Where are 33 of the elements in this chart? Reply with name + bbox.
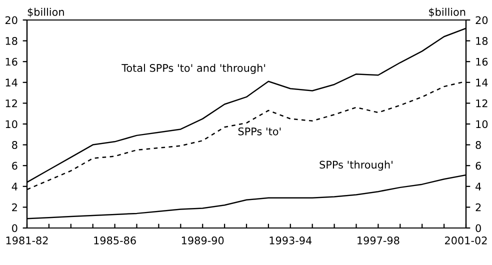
series-label: SPPs 'through' [320, 160, 392, 171]
y2-tick-label: 8 [476, 141, 481, 149]
y2-tick-label: 2 [476, 203, 481, 212]
y2-axis-title: $billion [429, 8, 466, 18]
y-tick-label: 14 [6, 78, 18, 86]
y2-tick-label: 6 [476, 162, 481, 170]
y2-tick-label: 10 [476, 120, 488, 128]
x-tick-label: 1985-86 [94, 236, 136, 244]
y-tick-label: 4 [12, 182, 18, 190]
y2-tick-label: 12 [476, 99, 488, 108]
y-axis-title: $billion [28, 8, 64, 18]
series-label: Total SPPs 'to' and 'through' [122, 64, 266, 74]
y2-tick-label: 4 [476, 182, 482, 190]
y2-tick-label: 16 [476, 58, 488, 66]
y-tick-label: 6 [12, 162, 18, 170]
x-tick-label: 2001-02 [445, 236, 487, 244]
y-tick-label: 0 [12, 224, 18, 232]
x-tick-label: 1981-82 [6, 236, 48, 244]
y-tick-label: 18 [6, 37, 18, 45]
y2-tick-label: 14 [476, 78, 488, 86]
x-tick-label: 1997-98 [358, 236, 400, 244]
series-label: SPPs 'to' [238, 127, 281, 136]
y-tick-label: 16 [6, 58, 18, 66]
y-tick-label: 20 [5, 16, 18, 24]
y-tick-label: 10 [6, 120, 18, 128]
y-tick-label: 2 [12, 203, 17, 212]
y-tick-label: 8 [12, 141, 18, 149]
y2-tick-label: 20 [476, 16, 488, 24]
y2-tick-label: 0 [476, 224, 481, 232]
y-tick-label: 12 [6, 99, 17, 108]
x-tick-label: 1993-94 [270, 236, 312, 244]
y2-tick-label: 18 [476, 37, 488, 45]
x-tick-label: 1989-90 [182, 236, 224, 244]
